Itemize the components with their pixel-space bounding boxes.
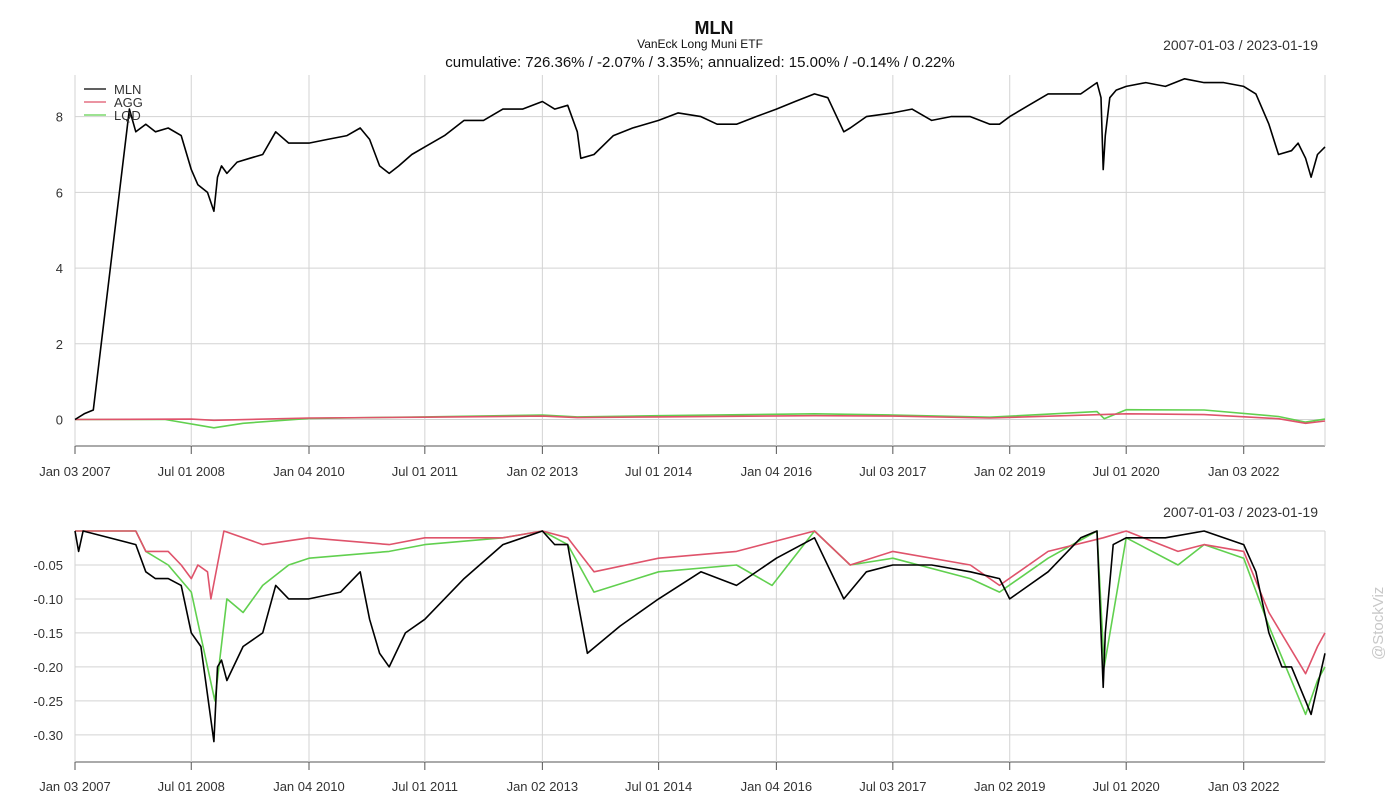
x-tick-label: Jan 04 2016 — [741, 779, 813, 794]
x-tick-label: Jul 01 2020 — [1093, 779, 1160, 794]
x-tick-label: Jan 04 2010 — [273, 779, 345, 794]
y-tick-label: -0.10 — [33, 592, 63, 607]
y-tick-label: 2 — [56, 337, 63, 352]
y-tick-label: -0.15 — [33, 626, 63, 641]
date-range-bottom: 2007-01-03 / 2023-01-19 — [1163, 504, 1318, 520]
series-line-agg-drawdown — [75, 530, 1326, 675]
legend-label-lqd: LQD — [114, 108, 141, 123]
date-range-top: 2007-01-03 / 2023-01-19 — [1163, 37, 1318, 53]
x-tick-label: Jul 01 2020 — [1093, 464, 1160, 479]
y-tick-label: -0.30 — [33, 728, 63, 743]
series-line-lqd-drawdown — [75, 530, 1326, 716]
y-tick-label: 8 — [56, 110, 63, 125]
x-tick-label: Jul 03 2017 — [859, 464, 926, 479]
x-tick-label: Jan 04 2016 — [741, 464, 813, 479]
x-tick-label: Jan 03 2022 — [1208, 779, 1280, 794]
performance-stats: cumulative: 726.36% / -2.07% / 3.35%; an… — [445, 54, 955, 71]
cumulative-returns-panel: 0 2 4 6 8 Jan 03 2007 Jul 01 2008 Jan 04 2010 Ju… — [39, 75, 1326, 479]
series-line-agg-cumulative — [74, 413, 1326, 425]
x-tick-label: Jul 01 2008 — [158, 464, 225, 479]
y-tick-label: 6 — [56, 185, 63, 200]
x-tick-label: Jul 01 2011 — [392, 779, 458, 794]
legend-label-agg: AGG — [114, 95, 143, 110]
x-tick-label: Jul 01 2011 — [392, 464, 458, 479]
y-tick-label: 0 — [56, 413, 63, 428]
y-tick-label: -0.05 — [33, 558, 63, 573]
x-tick-label: Jan 02 2019 — [974, 464, 1046, 479]
x-tick-label: Jul 03 2017 — [859, 779, 926, 794]
chart-subtitle: VanEck Long Muni ETF — [637, 37, 763, 51]
y-tick-label: 4 — [56, 261, 63, 276]
series-line-mln-cumulative — [74, 78, 1326, 421]
x-tick-label: Jan 03 2007 — [39, 464, 111, 479]
x-tick-label: Jul 01 2014 — [625, 464, 692, 479]
x-tick-label: Jan 02 2013 — [507, 464, 579, 479]
y-tick-label: -0.25 — [33, 694, 63, 709]
x-tick-label: Jul 01 2008 — [158, 779, 225, 794]
x-tick-label: Jan 04 2010 — [273, 464, 345, 479]
series-line-mln-drawdown — [74, 530, 1326, 743]
y-tick-label: -0.20 — [33, 660, 63, 675]
series-line-lqd-cumulative — [75, 408, 1326, 429]
x-tick-label: Jan 03 2007 — [39, 779, 111, 794]
x-tick-label: Jul 01 2014 — [625, 779, 692, 794]
x-tick-label: Jan 02 2013 — [507, 779, 579, 794]
drawdown-panel: -0.05 -0.10 -0.15 -0.20 -0.25 -0.30 Jan 03 200… — [33, 530, 1326, 794]
x-tick-label: Jan 02 2019 — [974, 779, 1046, 794]
legend-label-mln: MLN — [114, 82, 141, 97]
chart-title: MLN — [694, 18, 734, 38]
x-tick-label: Jan 03 2022 — [1208, 464, 1280, 479]
